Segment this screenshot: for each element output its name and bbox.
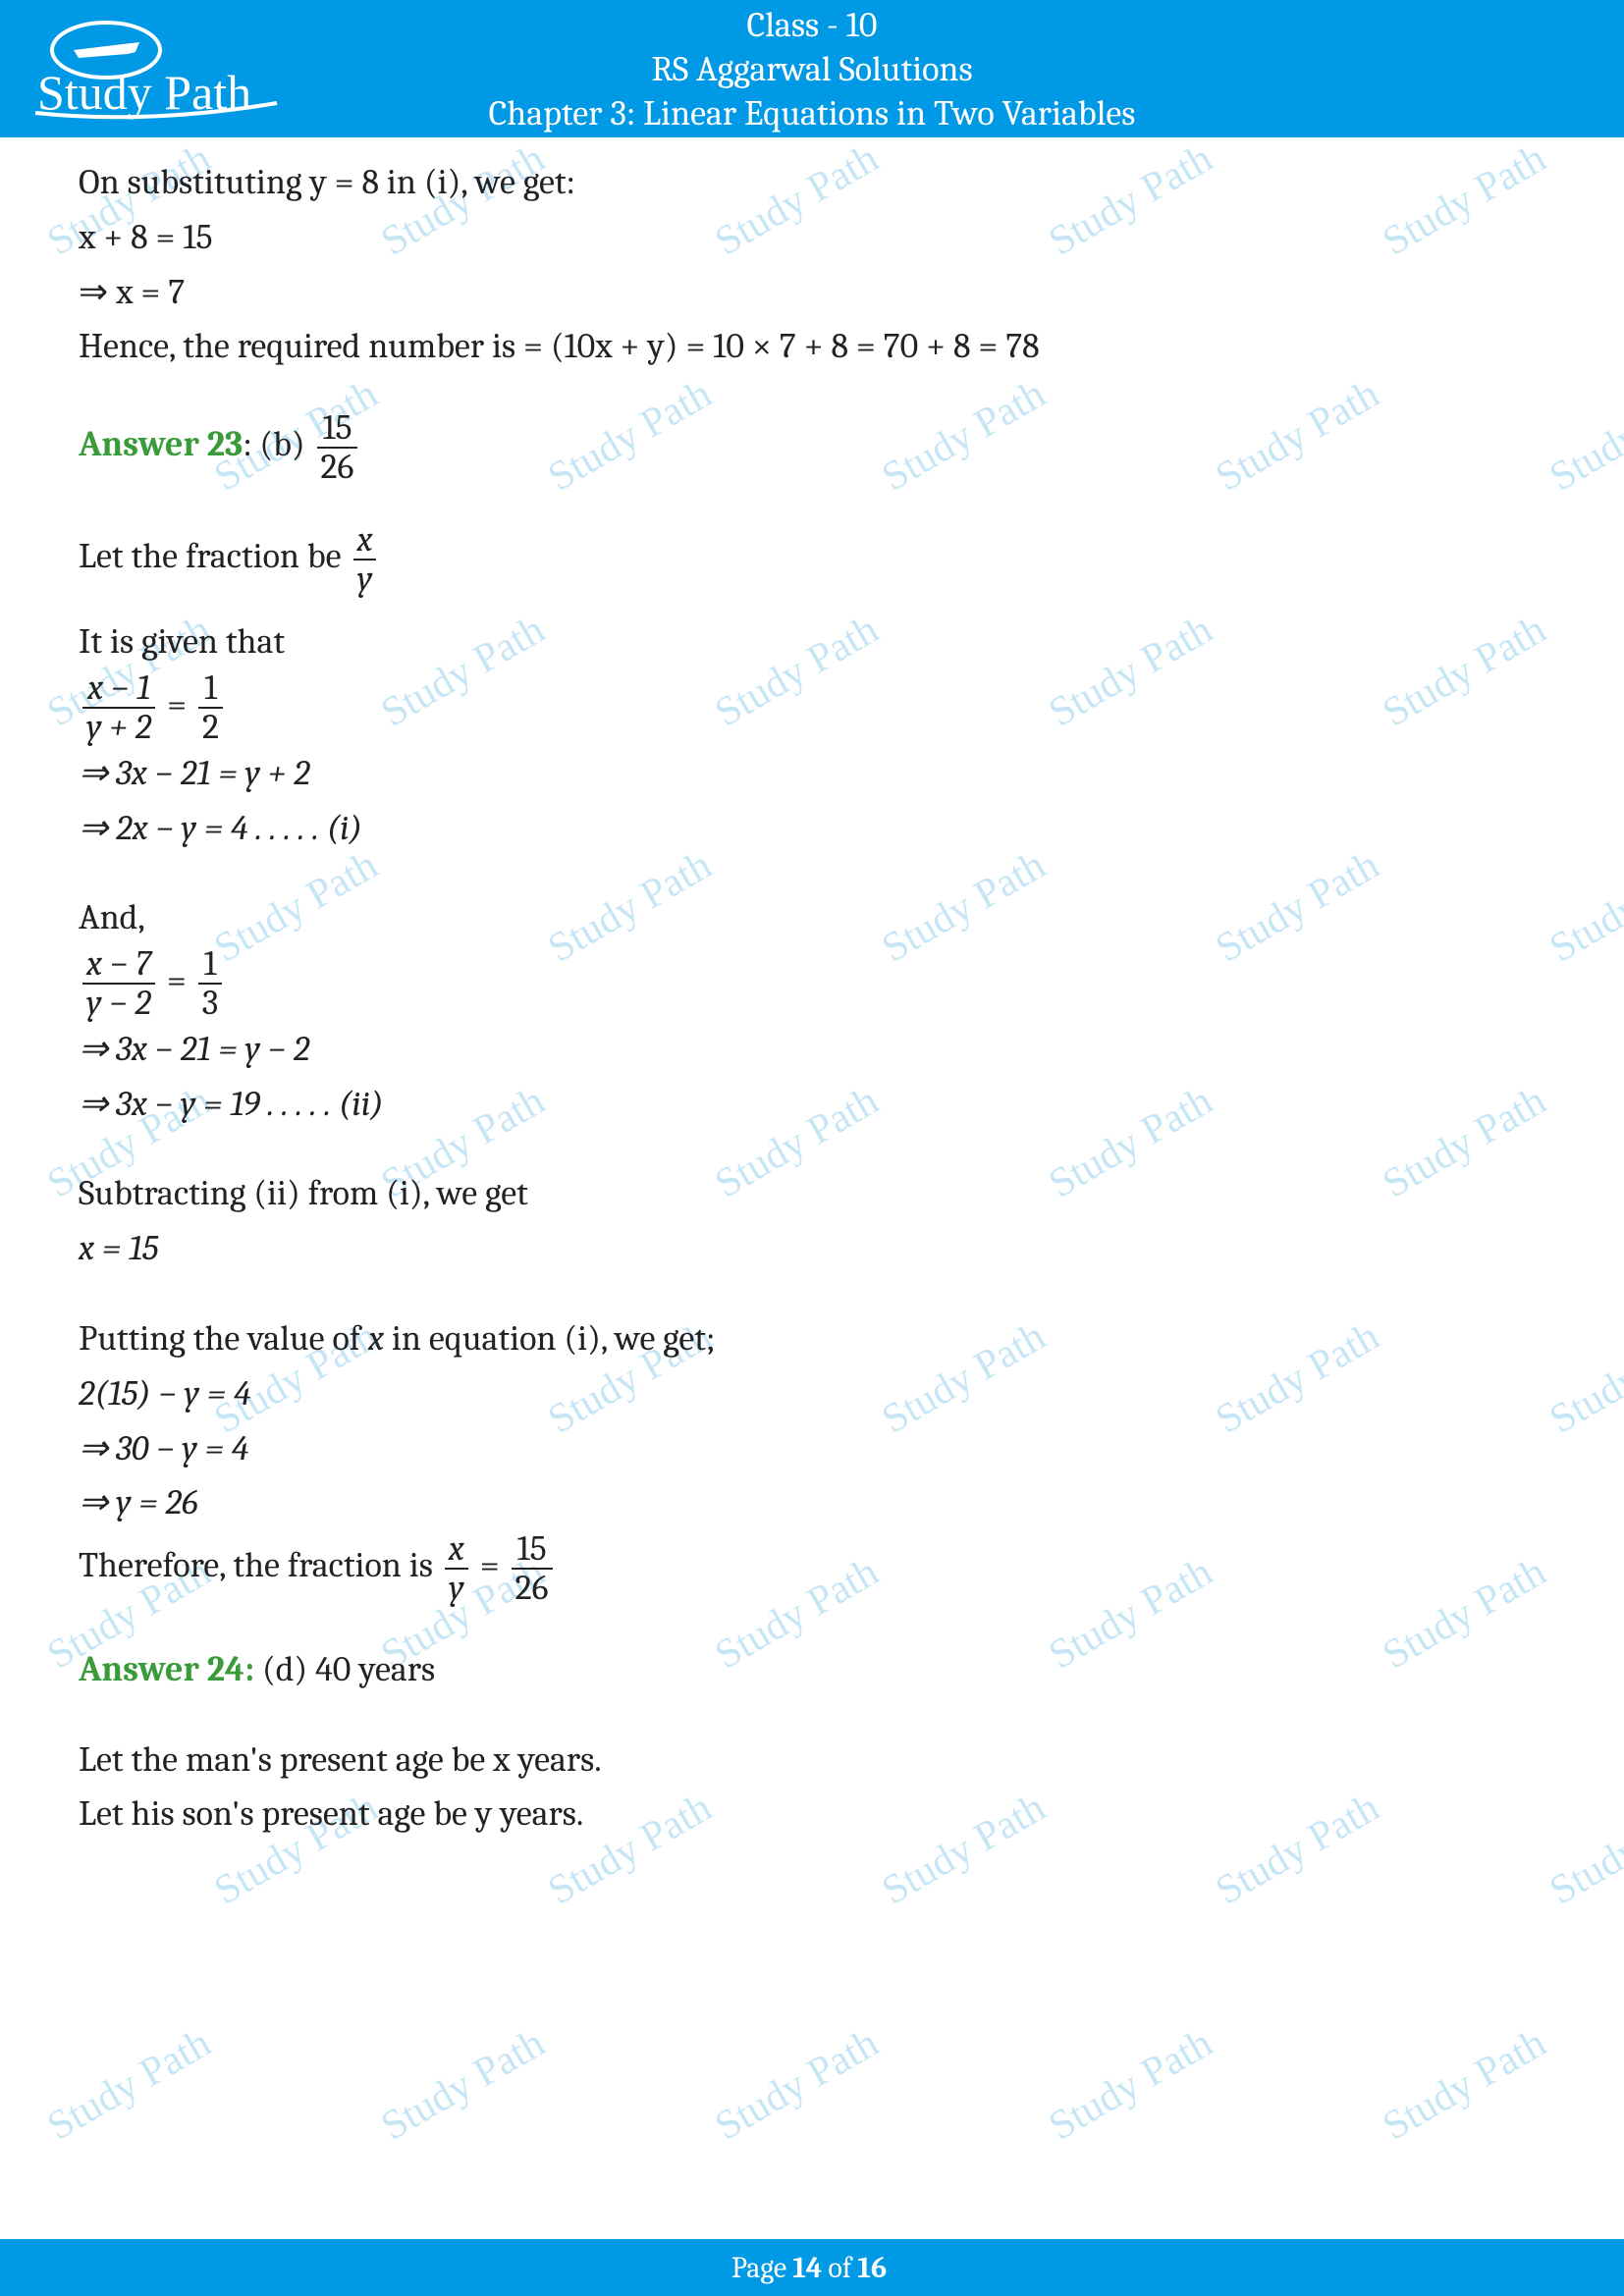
header-titles: Class - 10 RS Aggarwal Solutions Chapter… (29, 5, 1595, 133)
equation-line: ⇒ 3x − 21 = y − 2 (79, 1022, 1545, 1077)
page-content: On substituting y = 8 in (i), we get: x … (0, 137, 1624, 1842)
header-book: RS Aggarwal Solutions (29, 49, 1595, 89)
fraction: xy (445, 1530, 468, 1607)
fraction: 1526 (317, 409, 358, 486)
watermark-text: Study Path (1041, 2019, 1220, 2150)
watermark-text: Study Path (373, 2019, 553, 2150)
answer-23-line: Answer 23: (b) 1526 (79, 409, 1545, 486)
equation-line: x − 7y − 2 = 13 (79, 945, 1545, 1022)
fraction: xy (352, 521, 376, 598)
header-class: Class - 10 (29, 5, 1595, 45)
text-line: Let the man's present age be x years. (79, 1733, 1545, 1788)
footer-mid: of (828, 2251, 851, 2285)
answer-24-choice: (d) 40 years (254, 1649, 435, 1689)
answer-24-line: Answer 24: (d) 40 years (79, 1642, 1545, 1697)
text-line: Let the fraction be xy (79, 521, 1545, 598)
fraction: 12 (198, 669, 223, 746)
fraction: 13 (198, 945, 223, 1022)
footer-page-number: 14 (792, 2251, 822, 2285)
text-line: Subtracting (ii) from (i), we get (79, 1166, 1545, 1221)
text-line: And, (79, 890, 1545, 945)
text-line: x + 8 = 15 (79, 210, 1545, 265)
text-line: It is given that (79, 614, 1545, 669)
text-line: ⇒ x = 7 (79, 265, 1545, 320)
text-line: Putting the value of x in equation (i), … (79, 1311, 1545, 1366)
text-line: Hence, the required number is = (10x + y… (79, 319, 1545, 374)
equation-line: ⇒ 30 − y = 4 (79, 1421, 1545, 1476)
equation-line: x = 15 (79, 1221, 1545, 1276)
text-line: Let his son's present age be y years. (79, 1787, 1545, 1842)
equation-line: ⇒ y = 26 (79, 1475, 1545, 1530)
equation-line: x − 1y + 2 = 12 (79, 669, 1545, 746)
answer-23-choice: : (b) (243, 424, 312, 464)
equation-line: ⇒ 3x − 21 = y + 2 (79, 746, 1545, 801)
header-chapter: Chapter 3: Linear Equations in Two Varia… (29, 93, 1595, 133)
text-line: Therefore, the fraction is xy = 1526 (79, 1530, 1545, 1607)
equation-line: ⇒ 3x − y = 19 . . . . . (ii) (79, 1077, 1545, 1132)
watermark-text: Study Path (707, 2019, 887, 2150)
footer-prefix: Page (731, 2251, 786, 2285)
page-header: Study Path Class - 10 RS Aggarwal Soluti… (0, 0, 1624, 137)
text-line: On substituting y = 8 in (i), we get: (79, 155, 1545, 210)
answer-24-label: Answer 24: (79, 1649, 254, 1689)
answer-23-label: Answer 23 (79, 424, 243, 464)
fraction: 1526 (512, 1530, 553, 1607)
footer-total-pages: 16 (857, 2251, 887, 2285)
fraction: x − 1y + 2 (82, 669, 155, 746)
watermark-text: Study Path (39, 2019, 219, 2150)
equation-line: 2(15) − y = 4 (79, 1366, 1545, 1421)
page-footer: Page 14 of 16 (0, 2239, 1624, 2296)
equation-line: ⇒ 2x − y = 4 . . . . . (i) (79, 801, 1545, 856)
watermark-text: Study Path (1375, 2019, 1554, 2150)
fraction: x − 7y − 2 (82, 945, 155, 1022)
